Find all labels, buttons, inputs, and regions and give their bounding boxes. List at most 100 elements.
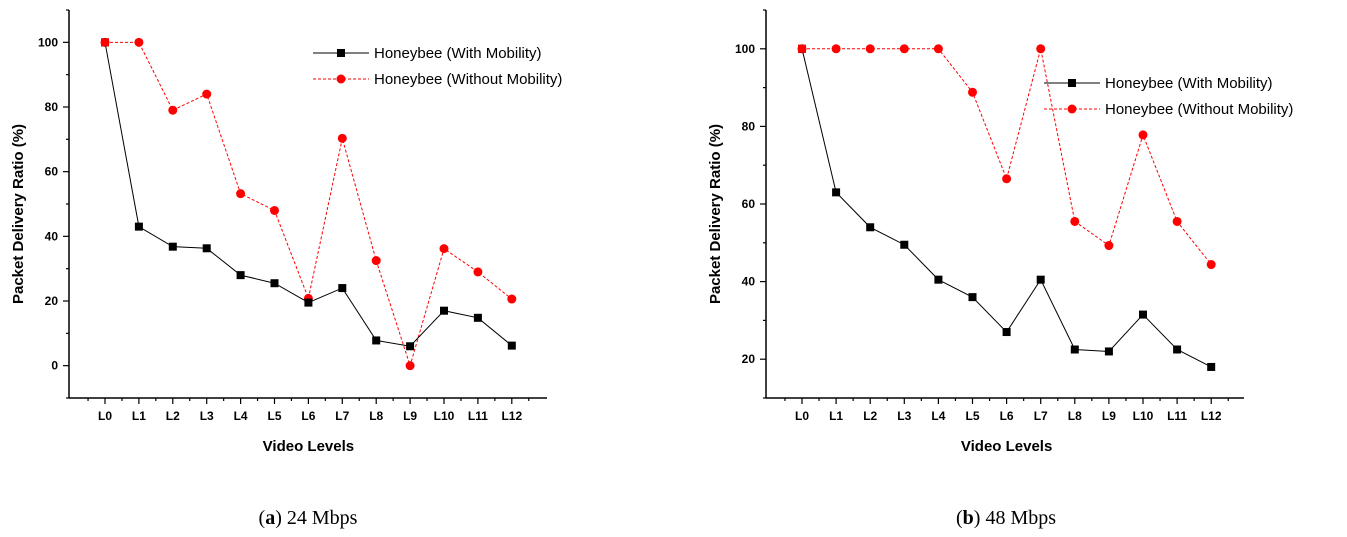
data-point-circle: [406, 361, 415, 370]
y-tick-label: 40: [45, 229, 59, 243]
y-axis-title: Packet Delivery Ratio (%): [10, 124, 27, 304]
data-point-circle: [866, 44, 875, 53]
data-point-circle: [934, 44, 943, 53]
data-point-square: [1105, 347, 1113, 355]
legend-label: Honeybee (With Mobility): [374, 45, 542, 62]
x-tick-label: L4: [234, 409, 248, 423]
x-tick-label: L8: [369, 409, 383, 423]
data-point-square: [169, 243, 177, 251]
data-point-square-overlay: [101, 38, 109, 46]
y-tick-label: 0: [51, 359, 58, 373]
data-point-circle: [1104, 241, 1113, 250]
data-point-square: [1037, 276, 1045, 284]
data-point-square: [372, 336, 380, 344]
y-tick-label: 60: [45, 165, 59, 179]
data-point-circle: [338, 134, 347, 143]
x-tick-label: L3: [200, 409, 214, 423]
x-tick-label: L1: [829, 409, 843, 423]
x-tick-label: L7: [335, 409, 349, 423]
legend: Honeybee (With Mobility) Honeybee (Withou…: [313, 45, 562, 88]
legend-marker-square: [337, 49, 345, 57]
x-tick-label: L8: [1068, 409, 1082, 423]
data-point-square: [969, 293, 977, 301]
x-tick-label: L0: [795, 409, 809, 423]
data-point-square-overlay: [798, 45, 806, 53]
y-tick-label: 100: [735, 42, 755, 56]
chart-panel-b: 20 40 60 80 100 L0 L1 L2 L3 L4 L5 L6 L7 L8 L9 L10 L11 L12…: [707, 10, 1293, 529]
legend-marker-square: [1068, 79, 1076, 87]
x-tick-label: L2: [863, 409, 877, 423]
data-point-circle: [440, 244, 449, 253]
data-point-square: [1173, 346, 1181, 354]
data-point-square: [900, 241, 908, 249]
x-tick-label: L9: [1102, 409, 1116, 423]
data-point-square: [1071, 346, 1079, 354]
data-point-square: [304, 299, 312, 307]
data-point-square: [832, 188, 840, 196]
data-point-square: [866, 223, 874, 231]
chart-panel-a: 0 20 40 60 80 100 L0 L1 L2 L3 L4 L5 L6 L7 L8 L9 L10 L11 L1…: [10, 10, 562, 529]
data-point-circle: [1173, 217, 1182, 226]
data-point-square: [338, 284, 346, 292]
data-point-square: [406, 342, 414, 350]
data-point-circle: [968, 88, 977, 97]
x-tick-label: L3: [897, 409, 911, 423]
data-point-circle: [832, 44, 841, 53]
legend-label: Honeybee (With Mobility): [1105, 75, 1273, 92]
y-tick-label: 100: [38, 35, 58, 49]
legend-marker-circle: [1068, 105, 1077, 114]
legend-label: Honeybee (Without Mobility): [374, 71, 562, 88]
series-line-without-mobility: [105, 42, 512, 365]
x-tick-label: L5: [965, 409, 979, 423]
x-tick-label: L2: [166, 409, 180, 423]
legend-label: Honeybee (Without Mobility): [1105, 101, 1293, 118]
data-point-square: [934, 276, 942, 284]
series-line-with-mobility: [802, 49, 1211, 367]
data-point-square: [474, 314, 482, 322]
y-tick-label: 20: [742, 352, 756, 366]
data-point-circle: [1139, 130, 1148, 139]
x-tick-label: L7: [1034, 409, 1048, 423]
data-point-circle: [202, 90, 211, 99]
data-point-square: [271, 279, 279, 287]
x-tick-label: L0: [98, 409, 112, 423]
data-point-circle: [236, 189, 245, 198]
data-point-circle: [1207, 260, 1216, 269]
legend: Honeybee (With Mobility) Honeybee (Withou…: [1044, 75, 1293, 118]
data-point-square: [237, 271, 245, 279]
data-point-circle: [270, 206, 279, 215]
x-tick-label: L1: [132, 409, 146, 423]
x-tick-label: L11: [1167, 409, 1187, 423]
y-tick-label: 40: [742, 275, 756, 289]
data-point-circle: [168, 106, 177, 115]
x-tick-label: L5: [267, 409, 281, 423]
x-axis-title: Video Levels: [961, 438, 1052, 455]
data-point-circle: [507, 295, 516, 304]
data-point-square: [1003, 328, 1011, 336]
y-tick-label: 80: [742, 119, 756, 133]
x-axis-title: Video Levels: [263, 438, 354, 455]
data-point-square: [1207, 363, 1215, 371]
data-point-circle: [1070, 217, 1079, 226]
data-point-circle: [900, 44, 909, 53]
data-point-circle: [134, 38, 143, 47]
x-tick-label: L9: [403, 409, 417, 423]
caption: (b) 48 Mbps: [956, 507, 1056, 529]
y-tick-label: 80: [45, 100, 59, 114]
legend-marker-circle: [337, 75, 346, 84]
x-tick-label: L12: [1201, 409, 1222, 423]
x-tick-label: L4: [931, 409, 945, 423]
data-point-circle: [372, 256, 381, 265]
data-point-square: [135, 223, 143, 231]
y-tick-label: 60: [742, 197, 756, 211]
data-point-circle: [1036, 44, 1045, 53]
x-tick-label: L10: [434, 409, 455, 423]
x-tick-label: L6: [301, 409, 315, 423]
x-tick-label: L11: [468, 409, 488, 423]
data-point-square: [203, 244, 211, 252]
data-point-square: [440, 307, 448, 315]
caption: (a) 24 Mbps: [259, 507, 358, 529]
y-tick-label: 20: [45, 294, 59, 308]
data-point-square: [508, 342, 516, 350]
